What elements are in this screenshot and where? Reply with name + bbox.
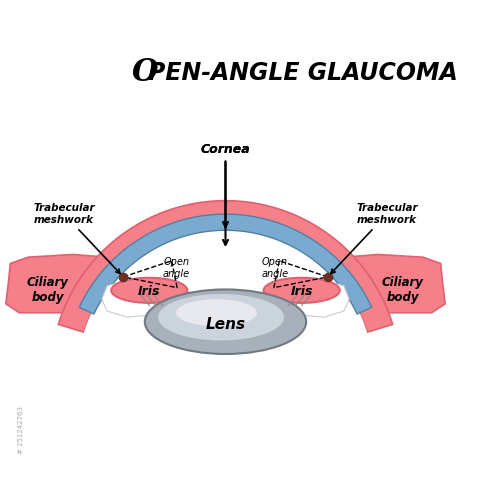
- Polygon shape: [306, 248, 344, 296]
- Text: Ciliary
body: Ciliary body: [27, 276, 69, 304]
- Ellipse shape: [145, 290, 306, 354]
- Text: Trabecular
meshwork: Trabecular meshwork: [34, 204, 120, 274]
- Polygon shape: [84, 228, 367, 394]
- Text: Cornea: Cornea: [200, 143, 250, 245]
- Text: Open
angle: Open angle: [162, 257, 190, 278]
- Polygon shape: [58, 200, 392, 332]
- Ellipse shape: [111, 278, 188, 303]
- Ellipse shape: [264, 278, 340, 303]
- Polygon shape: [80, 214, 372, 314]
- Text: Trabecular
meshwork: Trabecular meshwork: [331, 204, 418, 274]
- Polygon shape: [102, 282, 162, 317]
- Text: Iris: Iris: [290, 284, 313, 298]
- Polygon shape: [107, 248, 145, 296]
- Text: Iris: Iris: [138, 284, 160, 298]
- Text: PEN-ANGLE GLAUCOMA: PEN-ANGLE GLAUCOMA: [148, 60, 458, 84]
- Text: Cornea: Cornea: [200, 143, 250, 227]
- Text: Ciliary
body: Ciliary body: [382, 276, 424, 304]
- Polygon shape: [326, 254, 445, 312]
- Text: Open
angle: Open angle: [261, 257, 288, 278]
- Polygon shape: [288, 282, 349, 317]
- Text: O: O: [132, 57, 158, 88]
- Text: # 251242763: # 251242763: [18, 406, 24, 455]
- Polygon shape: [6, 254, 125, 312]
- Ellipse shape: [158, 294, 284, 341]
- Ellipse shape: [176, 299, 257, 326]
- Text: Lens: Lens: [206, 317, 246, 332]
